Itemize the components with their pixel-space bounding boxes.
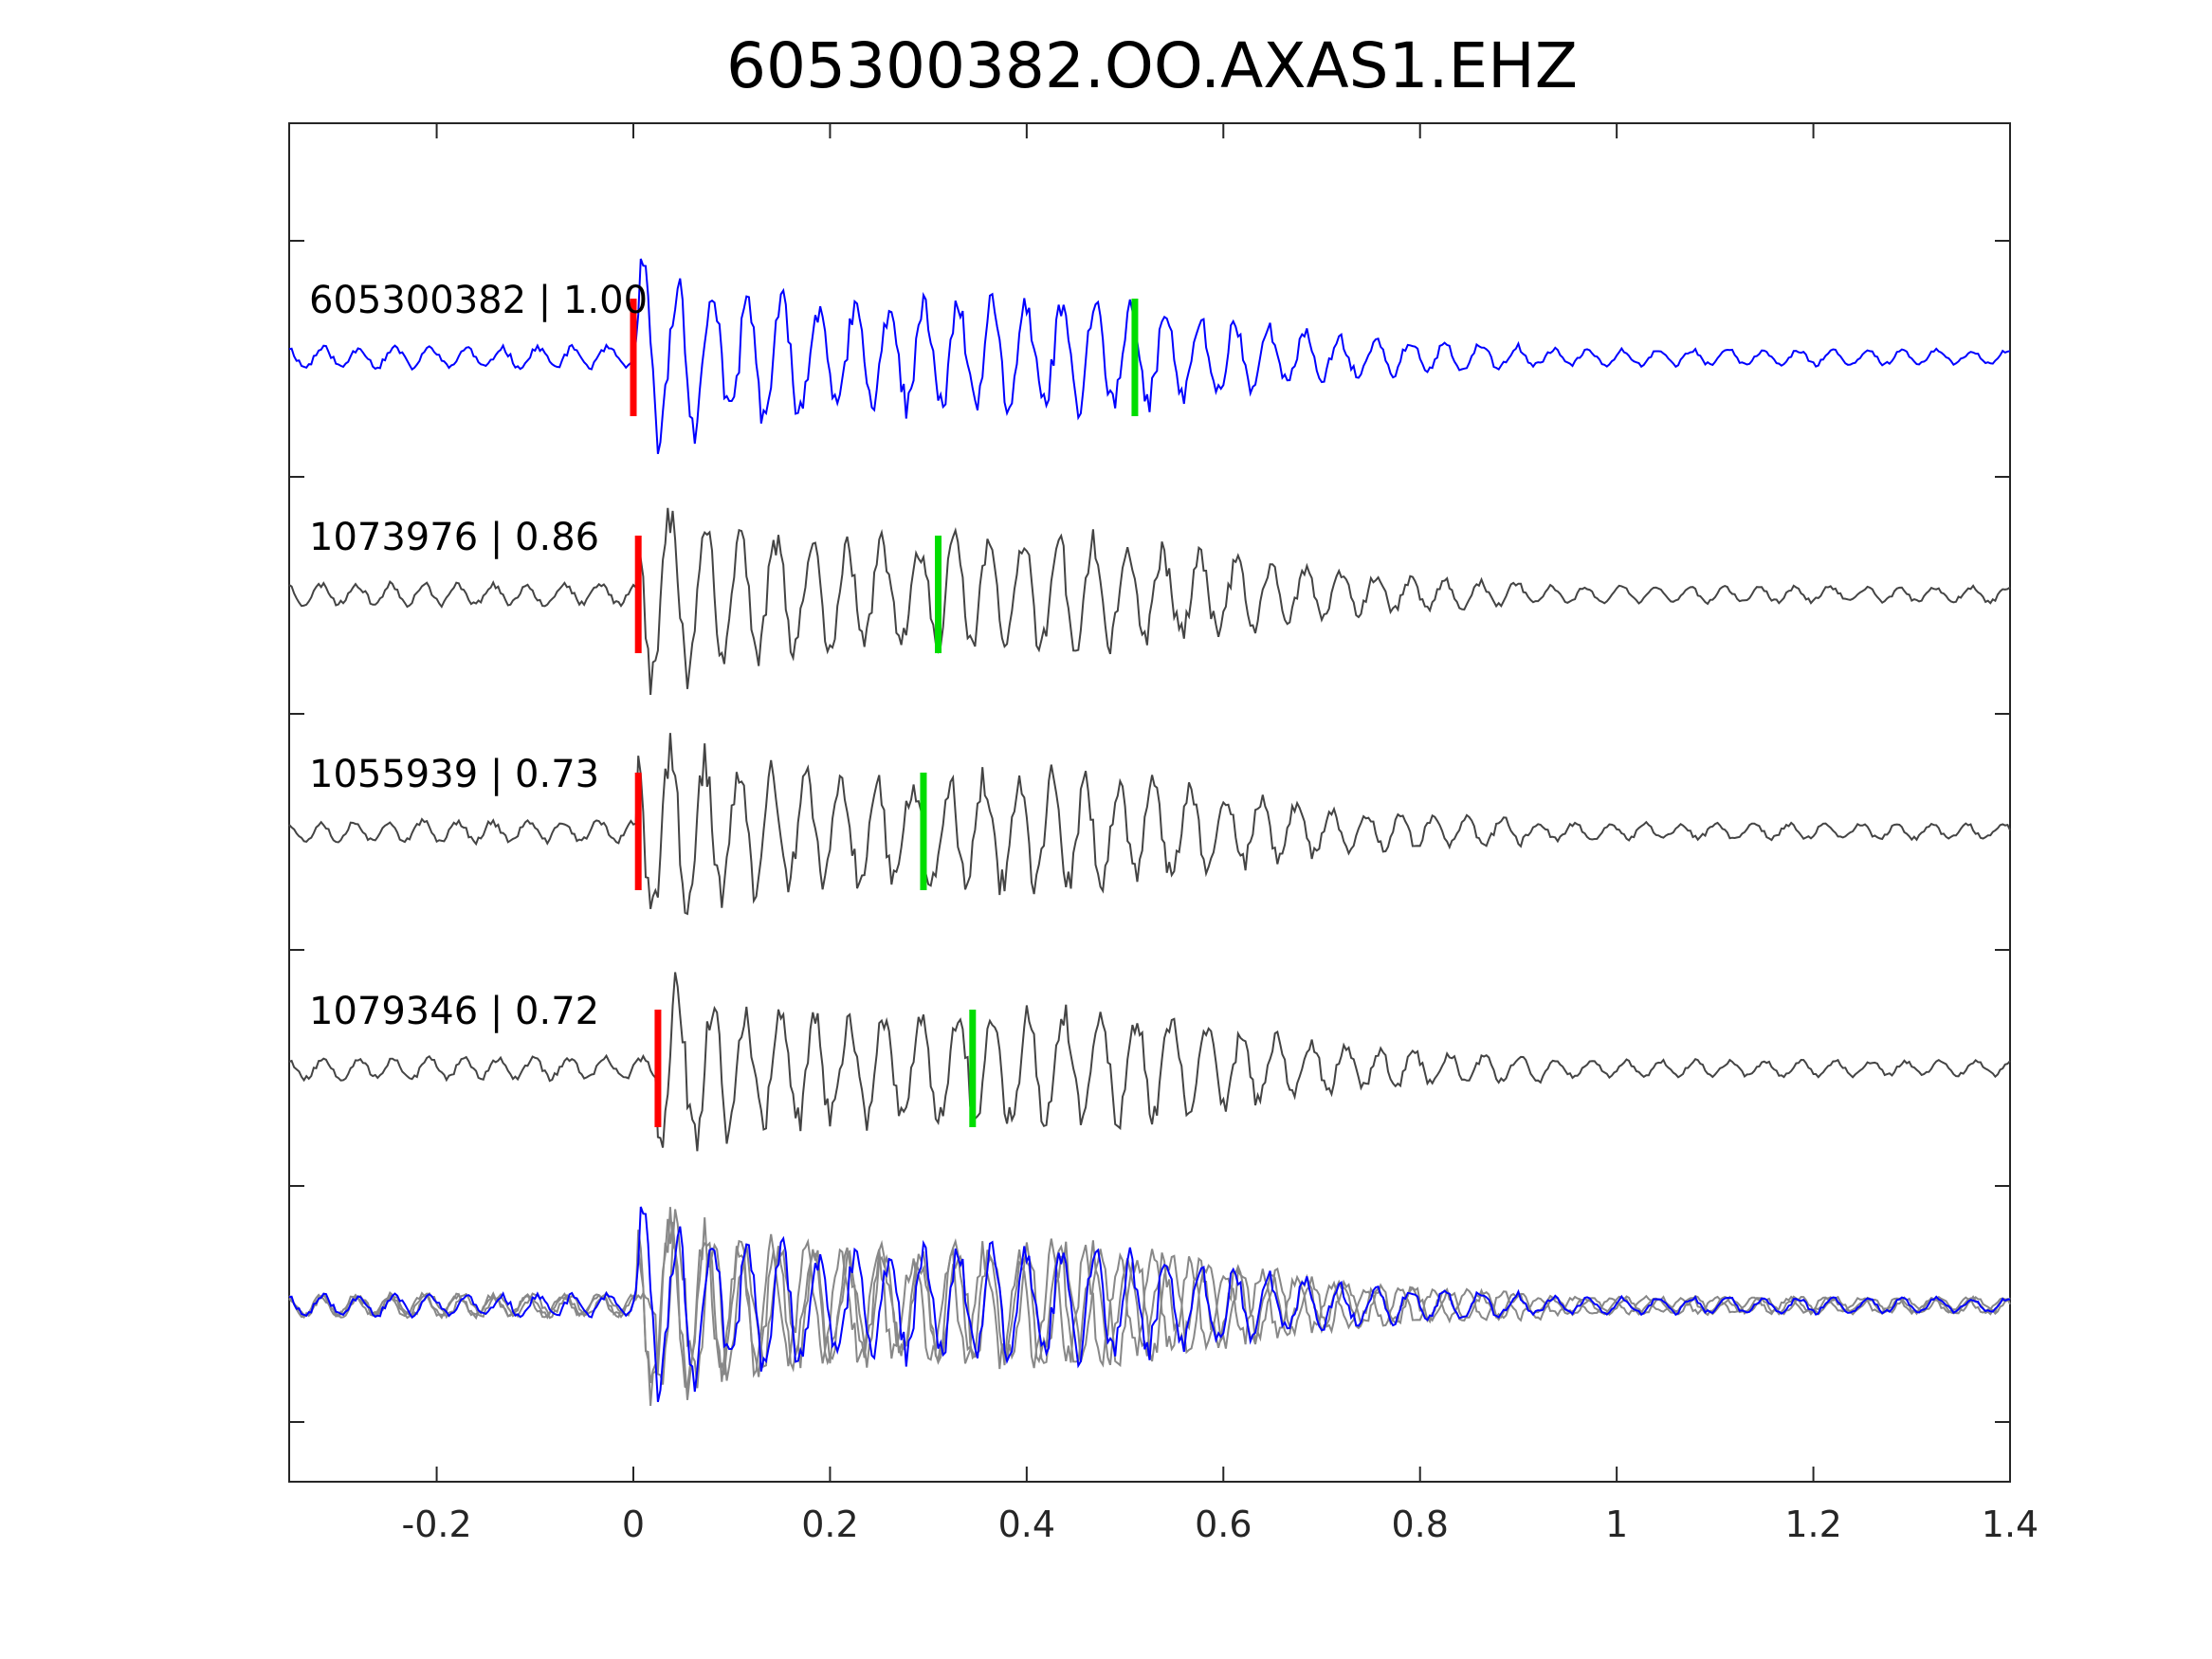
- x-tick-label: 1.2: [1784, 1504, 1841, 1545]
- waveform-trace: [288, 258, 2011, 455]
- x-tick-label: 0: [622, 1504, 645, 1545]
- plot-area: [288, 122, 2011, 1483]
- x-tick-label: 0.6: [1195, 1504, 1252, 1545]
- trace-label: 1073976 | 0.86: [309, 516, 599, 559]
- x-tick-label: 1.4: [1982, 1504, 2038, 1545]
- trace-label: 1079346 | 0.72: [309, 990, 599, 1033]
- x-tick-label: -0.2: [401, 1504, 471, 1545]
- x-tick-label: 0.2: [801, 1504, 858, 1545]
- axis-ticks: -0.2 0 0.2 0.4 0.6 0.8 1 1.2 1.4: [289, 123, 2038, 1545]
- trace-group: [288, 258, 2011, 1152]
- x-tick-label: 0.8: [1391, 1504, 1448, 1545]
- chart-title: 605300382.OO.AXAS1.EHZ: [726, 29, 1578, 102]
- x-tick-label: 1: [1605, 1504, 1628, 1545]
- overlay-trace: [288, 1206, 2011, 1403]
- trace-label: 605300382 | 1.00: [309, 279, 648, 322]
- waveform-trace: [288, 507, 2011, 695]
- x-tick-label: 0.4: [998, 1504, 1055, 1545]
- waveform-trace: [288, 733, 2011, 916]
- trace-labels: 605300382 | 1.00 1073976 | 0.86 1055939 | …: [309, 279, 648, 1033]
- trace-label: 1055939 | 0.73: [309, 753, 599, 796]
- overlay-group: [288, 1206, 2011, 1406]
- overlay-trace: [288, 1218, 2011, 1406]
- waveform-trace: [288, 972, 2011, 1152]
